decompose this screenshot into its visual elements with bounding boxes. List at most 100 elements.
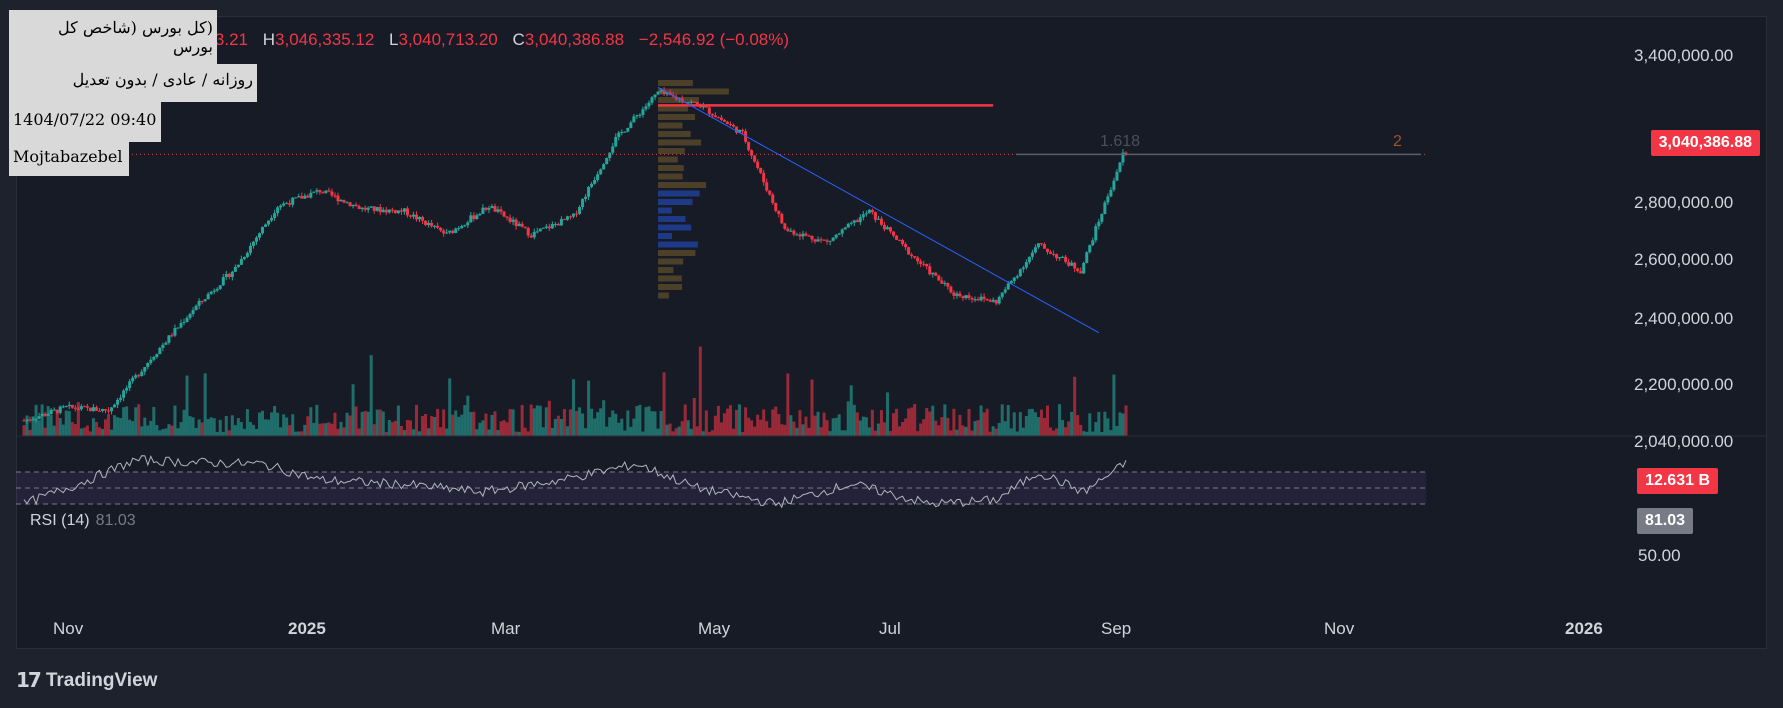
volume-profile-bar (658, 131, 691, 137)
tradingview-logo[interactable]: 𝟭𝟳 TradingView (16, 668, 157, 693)
candle-body (230, 271, 234, 278)
candle-body (330, 191, 334, 196)
volume-bar (182, 409, 186, 436)
volume-bar (1067, 421, 1071, 436)
volume-bar (348, 415, 352, 436)
volume-bar (584, 428, 588, 436)
volume-bar (876, 423, 880, 436)
candle-body (879, 218, 883, 225)
volume-bar (840, 430, 844, 436)
candle-body (565, 216, 569, 220)
volume-bar (997, 423, 1001, 436)
candle-body (858, 217, 862, 223)
fib-level-label: 2 (1393, 133, 1402, 150)
candle-body (659, 90, 663, 92)
candle-body (756, 161, 760, 169)
volume-bar (578, 407, 582, 436)
volume-bar (158, 430, 162, 436)
candle-body (605, 158, 609, 165)
volume-bar (1006, 405, 1010, 436)
candle-body (107, 410, 111, 412)
candle-body (728, 124, 732, 126)
candle-body (460, 225, 464, 229)
candle-body (638, 114, 642, 116)
candle-body (840, 229, 844, 234)
candle-body (541, 227, 545, 229)
volume-bar (230, 415, 234, 436)
volume-profile (658, 80, 729, 299)
candle-body (233, 266, 237, 272)
volume-bar (463, 405, 467, 436)
candle-body (143, 367, 147, 372)
candle-body (843, 227, 847, 230)
volume-bar (131, 421, 135, 436)
volume-bar (357, 428, 361, 436)
candle-body (481, 207, 485, 214)
volume-bar (623, 430, 627, 436)
candle-body (357, 206, 361, 209)
candle-body (602, 164, 606, 170)
volume-bar (448, 378, 452, 436)
volume-bar (668, 423, 672, 436)
volume-bar (544, 407, 548, 436)
candle-body (934, 272, 938, 276)
author-box: Mojtabazebel (9, 142, 129, 176)
candle-body (393, 210, 397, 214)
candle-body (789, 230, 793, 232)
volume-bar (85, 425, 89, 436)
candle-body (487, 208, 491, 210)
volume-bar (1100, 431, 1104, 436)
candle-body (70, 404, 74, 408)
candle-body (759, 168, 763, 173)
time-tick: Nov (1324, 619, 1355, 638)
candle-body (55, 409, 59, 413)
candle-body (919, 261, 923, 264)
candle-body (270, 217, 274, 221)
candle-body (369, 206, 373, 208)
volume-bar (807, 427, 811, 436)
candle-body (49, 409, 53, 415)
candle-body (852, 220, 856, 223)
candle-body (991, 299, 995, 302)
volume-bar (134, 407, 138, 436)
candle-body (327, 190, 331, 192)
candle-body (167, 335, 171, 343)
candle-body (1085, 252, 1089, 263)
volume-bar (191, 417, 195, 436)
candle-body (336, 195, 340, 202)
volume-bar (514, 431, 518, 436)
volume-bar (641, 431, 645, 436)
volume-bar (285, 417, 289, 436)
volume-bar (315, 404, 319, 436)
datetime-box: 1404/07/22 09:40 (9, 102, 161, 142)
volume-profile-bar (658, 139, 702, 146)
volume-bar (25, 415, 29, 436)
volume-bar (937, 425, 941, 436)
volume-bar (1088, 413, 1092, 436)
candle-body (40, 413, 44, 417)
price-tick: 3,400,000.00 (1634, 46, 1734, 65)
volume-bar (107, 414, 111, 436)
volume-bar (991, 426, 995, 436)
volume-bar (375, 409, 379, 436)
volume-bar (37, 420, 41, 436)
volume-bar (173, 405, 177, 436)
volume-bar (430, 416, 434, 436)
candle-body (931, 272, 935, 275)
candle-body (970, 297, 974, 300)
candle-body (1115, 171, 1119, 181)
chart-canvas[interactable] (16, 16, 1767, 649)
volume-bar (517, 431, 521, 436)
candle-body (707, 107, 711, 114)
candle-body (895, 235, 899, 240)
volume-bar (698, 346, 702, 436)
volume-bar (1046, 405, 1050, 436)
candle-body (846, 223, 850, 228)
candle-body (913, 256, 917, 258)
volume-bar (116, 417, 120, 436)
volume-profile-bar (658, 199, 693, 205)
volume-bar (469, 412, 473, 436)
current-price-tag: 3,040,386.88 (1650, 130, 1760, 156)
candle-body (433, 225, 437, 227)
candle-body (194, 305, 198, 311)
